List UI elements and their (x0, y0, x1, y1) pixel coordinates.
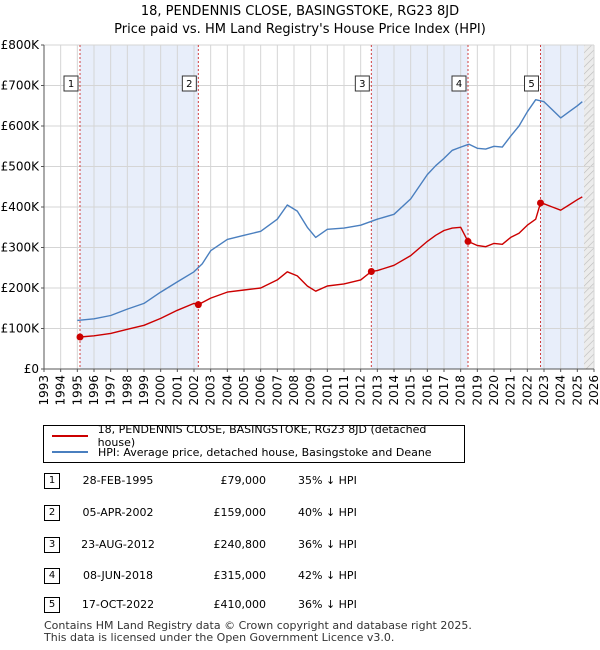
x-tick-label: 2002 (187, 375, 201, 406)
legend-label-property: 18, PENDENNIS CLOSE, BASINGSTOKE, RG23 8… (97, 423, 427, 449)
x-tick-label: 2003 (204, 375, 218, 406)
sale-hpi: 35% ↓ HPI (298, 474, 357, 487)
sale-point (194, 301, 202, 309)
y-tick-label: £300K (1, 241, 41, 255)
x-tick-label: 1999 (137, 375, 151, 406)
footer: Contains HM Land Registry data © Crown c… (44, 620, 472, 644)
y-tick-label: £600K (1, 119, 41, 133)
sale-point (464, 237, 472, 245)
sale-number-badge: 1 (44, 473, 60, 489)
legend-swatch-blue (52, 451, 88, 453)
sale-price: £410,000 (213, 598, 267, 611)
sale-date: 17-OCT-2022 (81, 598, 155, 611)
x-tick-label: 2025 (570, 375, 584, 406)
x-tick-label: 2008 (287, 375, 301, 406)
sale-price: £315,000 (213, 569, 267, 582)
x-tick-label: 2013 (370, 375, 384, 406)
sale-price: £240,800 (213, 538, 267, 551)
sale-number-box (451, 75, 467, 92)
legend-label-hpi: HPI: Average price, detached house, Basi… (98, 445, 432, 459)
sale-date: 28-FEB-1995 (82, 474, 154, 487)
sale-row: 4 08-JUN-2018 £315,000 42% ↓ HPI (0, 568, 600, 586)
x-tick-label: 2009 (304, 375, 318, 406)
x-tick-label: 2004 (220, 375, 234, 406)
x-tick-label: 2012 (354, 375, 368, 406)
x-tick-label: 2015 (404, 375, 418, 406)
sale-price: £79,000 (220, 474, 267, 487)
x-tick-label: 1998 (120, 375, 134, 406)
x-tick-label: 2005 (237, 375, 251, 406)
sale-price: £159,000 (213, 506, 267, 519)
x-tick-label: 2017 (437, 375, 451, 406)
sale-number-box (354, 75, 370, 92)
sale-number-badge: 2 (44, 505, 60, 521)
x-tick-label: 2019 (470, 375, 484, 406)
chart-title: 18, PENDENNIS CLOSE, BASINGSTOKE, RG23 8… (0, 3, 600, 39)
sale-row: 1 28-FEB-1995 £79,000 35% ↓ HPI (0, 473, 600, 491)
footer-copyright: Contains HM Land Registry data © Crown c… (44, 619, 472, 632)
x-tick-label: 2000 (154, 375, 168, 406)
price-chart: 1 2 3 4 5 £0 £100K £200K £300K £400K £500K £600K £70… (1, 38, 600, 406)
sale-number-label: 1 (68, 79, 74, 90)
x-tick-label: 2010 (320, 375, 334, 406)
y-tick-label: £400K (1, 200, 41, 214)
x-tick-label: 2024 (554, 375, 568, 406)
sale-hpi: 42% ↓ HPI (298, 569, 357, 582)
y-tick-label: £500K (1, 160, 41, 174)
x-tick-label: 2026 (587, 375, 600, 406)
x-tick-label: 2020 (487, 375, 501, 406)
sale-row: 2 05-APR-2002 £159,000 40% ↓ HPI (0, 505, 600, 523)
x-tick-label: 2014 (387, 375, 401, 406)
sale-number-label: 3 (359, 79, 365, 90)
y-tick-label: £700K (1, 79, 41, 93)
x-tick-label: 2023 (537, 375, 551, 406)
footer-licence: This data is licensed under the Open Gov… (44, 631, 395, 644)
legend-item-property: 18, PENDENNIS CLOSE, BASINGSTOKE, RG23 8… (52, 423, 464, 449)
sale-number-label: 2 (186, 79, 192, 90)
sale-number-box (181, 75, 197, 92)
x-tick-label: 2006 (254, 375, 268, 406)
x-tick-label: 2022 (520, 375, 534, 406)
x-tick-label: 2021 (504, 375, 518, 406)
x-tick-label: 2016 (420, 375, 434, 406)
sale-hpi: 36% ↓ HPI (298, 538, 357, 551)
hpi-line (77, 99, 583, 322)
sale-number-badge: 5 (44, 597, 60, 613)
sale-row: 5 17-OCT-2022 £410,000 36% ↓ HPI (0, 597, 600, 615)
x-tick-label: 2018 (454, 375, 468, 406)
x-tick-label: 1995 (70, 375, 84, 406)
sale-point (367, 267, 375, 275)
y-tick-label: £800K (1, 38, 41, 52)
sale-point (76, 333, 84, 341)
sale-number-badge: 3 (44, 537, 60, 553)
y-tick-label: £200K (1, 281, 41, 295)
sale-point (537, 199, 544, 207)
x-tick-label: 1997 (104, 375, 118, 406)
legend-swatch-red (52, 435, 88, 437)
title-line-2: Price paid vs. HM Land Registry's House … (114, 22, 486, 37)
sale-hpi: 36% ↓ HPI (298, 598, 357, 611)
sale-number-box (524, 75, 539, 92)
x-tick-label: 2001 (170, 375, 184, 406)
legend-item-hpi: HPI: Average price, detached house, Basi… (52, 444, 432, 460)
x-tick-label: 1994 (54, 375, 68, 406)
sale-number-label: 4 (456, 79, 462, 90)
x-tick-label: 1993 (37, 375, 51, 406)
sale-number-badge: 4 (44, 568, 60, 584)
y-tick-label: £100K (1, 322, 41, 336)
title-line-1: 18, PENDENNIS CLOSE, BASINGSTOKE, RG23 8… (140, 4, 460, 19)
x-tick-label: 2011 (337, 375, 351, 406)
sale-date: 05-APR-2002 (82, 506, 154, 519)
x-tick-label: 1996 (87, 375, 101, 406)
sale-number-label: 5 (528, 79, 534, 90)
y-tick-label: £0 (24, 362, 39, 376)
sale-number-box (63, 75, 79, 92)
sale-date: 23-AUG-2012 (81, 538, 155, 551)
sale-date: 08-JUN-2018 (82, 569, 154, 582)
legend: 18, PENDENNIS CLOSE, BASINGSTOKE, RG23 8… (43, 423, 465, 463)
sale-hpi: 40% ↓ HPI (298, 506, 357, 519)
x-tick-label: 2007 (270, 375, 284, 406)
sale-row: 3 23-AUG-2012 £240,800 36% ↓ HPI (0, 537, 600, 555)
